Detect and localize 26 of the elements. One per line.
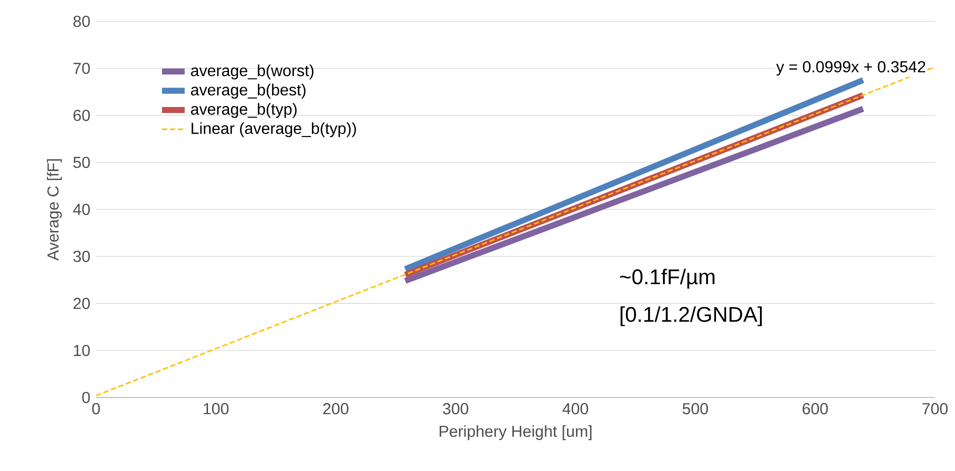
legend-label: average_b(worst): [191, 64, 314, 80]
annotation: [0.1/1.2/GNDA]: [620, 306, 762, 326]
y-tick-label: 10: [74, 344, 90, 356]
x-tick-label: 200: [323, 403, 348, 414]
x-tick-label: 600: [802, 403, 828, 414]
x-axis-title: Periphery Height [um]: [440, 425, 592, 440]
x-tick-label: 300: [442, 403, 468, 414]
y-tick-label: 70: [74, 62, 90, 74]
y-tick-label: 0: [82, 392, 90, 404]
y-tick-label: 40: [73, 204, 90, 216]
x-tick-label: 400: [562, 403, 588, 414]
y-tick-label: 20: [74, 298, 90, 310]
y-axis-title: Average C [fF]: [46, 159, 62, 261]
legend-label: Linear (average_b(typ)): [192, 122, 356, 138]
x-tick-label: 100: [204, 403, 229, 414]
y-tick-label: 50: [73, 156, 90, 168]
y-tick-label: 60: [74, 110, 90, 122]
annotation: ~0.1fF/µm: [620, 268, 714, 289]
y-tick-label: 30: [73, 250, 90, 262]
x-tick-label: 700: [922, 403, 948, 414]
annotation: y = 0.0999x + 0.3542: [776, 61, 926, 76]
legend-label: average_b(best): [191, 84, 306, 99]
legend-label: average_b(typ): [191, 103, 297, 118]
y-tick-label: 80: [73, 16, 90, 28]
x-tick-label: 0: [92, 403, 100, 414]
x-tick-label: 500: [682, 403, 708, 414]
